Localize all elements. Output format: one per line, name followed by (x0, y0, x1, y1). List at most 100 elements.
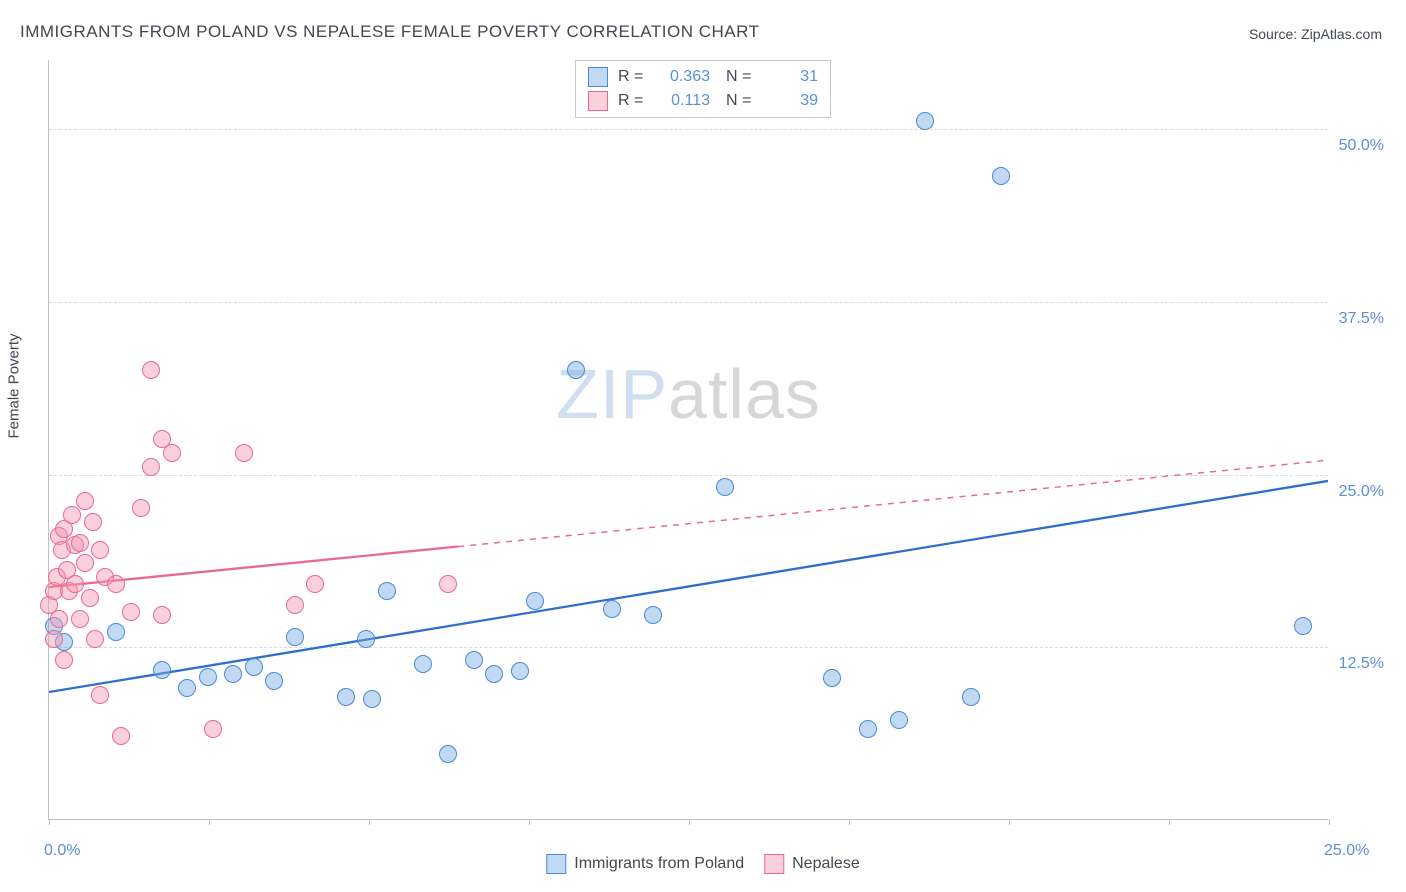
data-point-nepalese (132, 499, 150, 517)
data-point-nepalese (84, 513, 102, 531)
data-point-poland (224, 665, 242, 683)
data-point-nepalese (204, 720, 222, 738)
data-point-poland (526, 592, 544, 610)
gridline (49, 647, 1328, 648)
data-point-poland (890, 711, 908, 729)
correlation-legend-row-poland: R = 0.363 N = 31 (588, 65, 818, 89)
x-tick (849, 819, 850, 825)
n-label: N = (726, 68, 754, 86)
correlation-legend-row-nepalese: R = 0.113 N = 39 (588, 89, 818, 113)
data-point-poland (178, 679, 196, 697)
data-point-nepalese (76, 492, 94, 510)
data-point-poland (337, 688, 355, 706)
data-point-poland (485, 665, 503, 683)
n-label: N = (726, 92, 754, 110)
data-point-poland (363, 690, 381, 708)
series-legend-item-nepalese: Nepalese (764, 854, 860, 874)
trend-line-dash-nepalese (458, 460, 1328, 546)
x-tick (529, 819, 530, 825)
data-point-poland (992, 167, 1010, 185)
data-point-poland (916, 112, 934, 130)
data-point-poland (716, 478, 734, 496)
trend-lines-layer (49, 60, 1328, 819)
data-point-nepalese (112, 727, 130, 745)
data-point-nepalese (142, 458, 160, 476)
series-legend-label-poland: Immigrants from Poland (574, 855, 744, 873)
data-point-poland (107, 623, 125, 641)
y-tick-label: 50.0% (1339, 137, 1384, 155)
data-point-poland (567, 361, 585, 379)
data-point-nepalese (107, 575, 125, 593)
gridline (49, 129, 1328, 130)
data-point-poland (357, 630, 375, 648)
data-point-nepalese (45, 630, 63, 648)
data-point-nepalese (63, 506, 81, 524)
data-point-nepalese (163, 444, 181, 462)
data-point-poland (439, 745, 457, 763)
data-point-poland (465, 651, 483, 669)
x-tick (1009, 819, 1010, 825)
series-legend-label-nepalese: Nepalese (792, 855, 860, 873)
data-point-poland (414, 655, 432, 673)
source-attribution: Source: ZipAtlas.com (1249, 26, 1382, 42)
data-point-nepalese (50, 610, 68, 628)
r-value-poland: 0.363 (656, 68, 710, 86)
n-value-poland: 31 (764, 68, 818, 86)
data-point-nepalese (71, 610, 89, 628)
data-point-poland (265, 672, 283, 690)
watermark-atlas: atlas (668, 355, 821, 433)
data-point-poland (603, 600, 621, 618)
data-point-poland (859, 720, 877, 738)
plot-area: ZIPatlas (48, 60, 1328, 820)
data-point-nepalese (286, 596, 304, 614)
series-legend: Immigrants from Poland Nepalese (546, 854, 859, 874)
x-tick (209, 819, 210, 825)
data-point-poland (644, 606, 662, 624)
data-point-nepalese (55, 651, 73, 669)
n-value-nepalese: 39 (764, 92, 818, 110)
y-tick-label: 37.5% (1339, 310, 1384, 328)
r-label: R = (618, 92, 646, 110)
series-legend-item-poland: Immigrants from Poland (546, 854, 744, 874)
chart-title: IMMIGRANTS FROM POLAND VS NEPALESE FEMAL… (20, 22, 759, 42)
data-point-nepalese (439, 575, 457, 593)
data-point-nepalese (153, 606, 171, 624)
x-tick (689, 819, 690, 825)
legend-swatch-nepalese (764, 854, 784, 874)
data-point-nepalese (71, 534, 89, 552)
x-tick (1329, 819, 1330, 825)
gridline (49, 475, 1328, 476)
data-point-nepalese (86, 630, 104, 648)
data-point-poland (286, 628, 304, 646)
data-point-nepalese (76, 554, 94, 572)
x-tick (49, 819, 50, 825)
gridline (49, 302, 1328, 303)
y-axis-label: Female Poverty (6, 333, 23, 438)
data-point-poland (199, 668, 217, 686)
data-point-poland (823, 669, 841, 687)
data-point-poland (378, 582, 396, 600)
r-label: R = (618, 68, 646, 86)
legend-swatch-poland (588, 67, 608, 87)
data-point-poland (962, 688, 980, 706)
data-point-nepalese (142, 361, 160, 379)
data-point-nepalese (66, 575, 84, 593)
data-point-poland (245, 658, 263, 676)
data-point-poland (153, 661, 171, 679)
x-tick-label: 25.0% (1324, 842, 1369, 860)
y-tick-label: 25.0% (1339, 483, 1384, 501)
data-point-poland (511, 662, 529, 680)
data-point-nepalese (235, 444, 253, 462)
watermark: ZIPatlas (556, 354, 821, 434)
legend-swatch-nepalese (588, 91, 608, 111)
data-point-poland (1294, 617, 1312, 635)
r-value-nepalese: 0.113 (656, 92, 710, 110)
x-tick-label: 0.0% (44, 842, 80, 860)
data-point-nepalese (81, 589, 99, 607)
data-point-nepalese (306, 575, 324, 593)
data-point-nepalese (91, 541, 109, 559)
trend-line-poland (49, 481, 1328, 692)
data-point-nepalese (91, 686, 109, 704)
data-point-nepalese (122, 603, 140, 621)
x-tick (369, 819, 370, 825)
